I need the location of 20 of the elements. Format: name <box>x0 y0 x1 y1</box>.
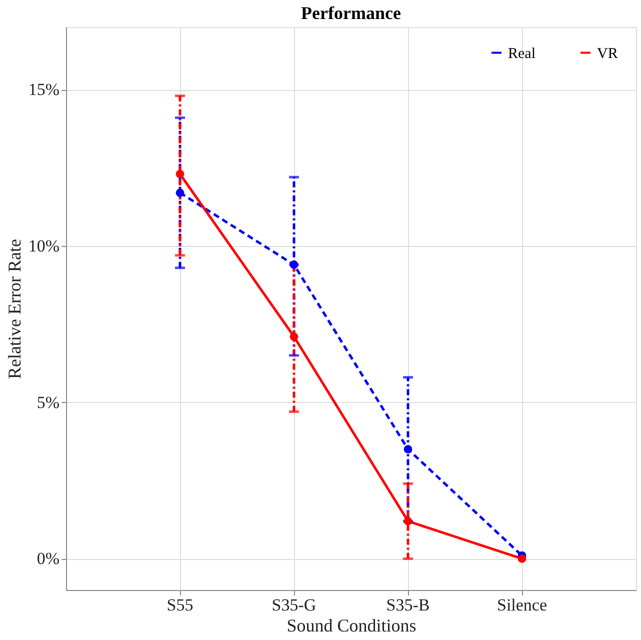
legend-label: Real <box>508 46 536 62</box>
y-axis-title: Relative Error Rate <box>4 239 24 379</box>
x-tick-label: S35-B <box>386 596 430 614</box>
chart-title: Performance <box>301 3 401 23</box>
y-tick-label: 0% <box>36 549 60 568</box>
x-tick-label: Silence <box>496 596 548 614</box>
point <box>290 260 298 269</box>
x-tick-label: S55 <box>166 596 194 614</box>
point <box>176 188 184 197</box>
y-tick-label: 15% <box>28 80 60 100</box>
point <box>404 517 412 526</box>
y-tick-label: 5% <box>36 392 60 412</box>
legend-label: VR <box>597 46 618 62</box>
y-tick-label: 10% <box>28 236 60 256</box>
point <box>176 170 184 178</box>
x-axis-title: Sound Conditions <box>286 616 416 636</box>
point <box>290 332 298 341</box>
point <box>518 554 526 563</box>
point <box>404 445 412 454</box>
x-tick-label: S35-G <box>272 596 316 614</box>
